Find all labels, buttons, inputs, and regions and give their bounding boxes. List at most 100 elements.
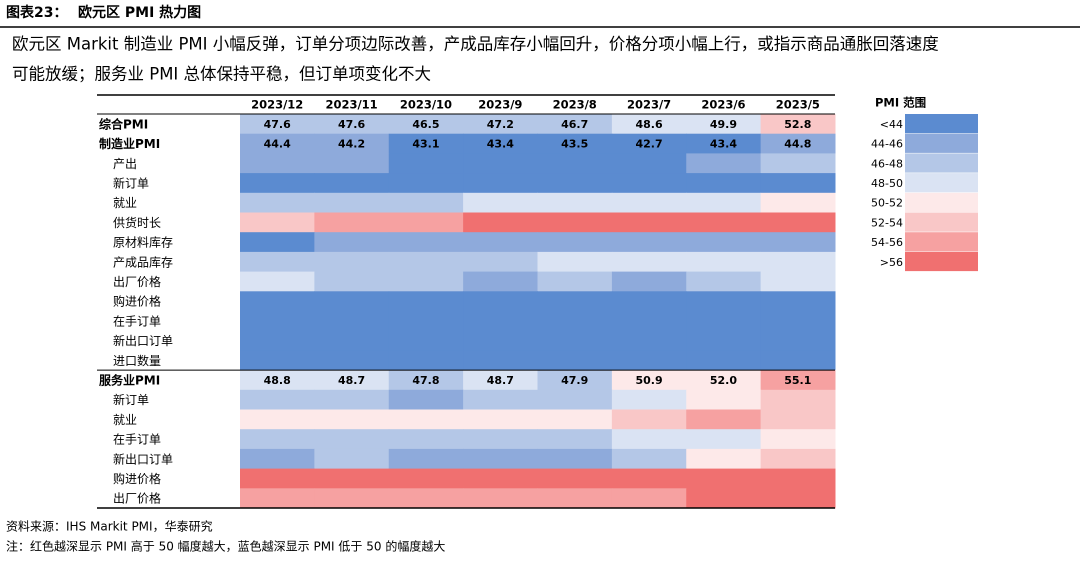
- heat-cell: [686, 133, 762, 154]
- heat-cell: [537, 271, 613, 292]
- cell-value: 47.6: [264, 118, 291, 131]
- heat-cell: [760, 488, 836, 509]
- heat-cell: [686, 389, 762, 410]
- source: 资料来源：IHS Markit PMI，华泰研究: [6, 519, 213, 534]
- heat-cell: [463, 232, 538, 253]
- heat-cell: [760, 389, 836, 410]
- heat-cell: [240, 271, 315, 292]
- heat-cell: [463, 409, 538, 430]
- heat-cell: [760, 232, 836, 253]
- heat-cell: [314, 488, 390, 509]
- heat-cell: [760, 370, 836, 391]
- heat-cell: [537, 409, 613, 430]
- cell-value: 49.9: [710, 118, 737, 131]
- heat-cell: [240, 251, 315, 273]
- heat-cell: [240, 330, 315, 351]
- column-header: 2023/11: [325, 98, 377, 112]
- legend-swatch: [905, 192, 978, 212]
- heat-cell: [240, 192, 315, 213]
- heat-cell: [388, 271, 464, 292]
- heat-cell: [686, 330, 762, 351]
- cell-value: 44.8: [784, 138, 811, 151]
- row-label: 在手订单: [113, 314, 161, 328]
- heat-cell: [611, 311, 687, 332]
- heat-cell: [537, 192, 613, 213]
- heat-cell: [611, 271, 687, 292]
- heat-cell: [240, 370, 315, 391]
- heat-cell: [240, 291, 315, 312]
- heat-cell: [537, 133, 613, 154]
- heat-cell: [760, 271, 836, 292]
- heat-cell: [611, 114, 687, 135]
- heat-cell: [611, 448, 687, 470]
- heat-cell: [537, 232, 613, 253]
- heat-cell: [314, 212, 390, 233]
- heat-cell: [240, 488, 315, 509]
- heat-cell: [314, 251, 390, 273]
- heat-cell: [388, 468, 464, 489]
- heat-cell: [463, 448, 538, 470]
- legend-swatch: [905, 153, 978, 173]
- cell-value: 48.7: [487, 374, 514, 387]
- heat-cell: [611, 153, 687, 174]
- heat-cell: [388, 133, 464, 154]
- heat-cell: [314, 232, 390, 253]
- heat-cell: [537, 153, 613, 174]
- heat-cell: [611, 291, 687, 312]
- heat-cell: [537, 330, 613, 351]
- legend-label: 54-56: [871, 236, 903, 249]
- row-label: 原材料库存: [113, 235, 173, 250]
- heat-cell: [314, 429, 390, 450]
- heat-cell: [314, 271, 390, 292]
- heat-cell: [537, 311, 613, 332]
- legend-label: 52-54: [871, 216, 903, 229]
- column-header: 2023/8: [553, 98, 597, 112]
- heat-cell: [611, 409, 687, 430]
- heat-cell: [760, 311, 836, 332]
- legend-label: 50-52: [871, 197, 903, 210]
- heat-cell: [537, 468, 613, 489]
- heat-cell: [537, 291, 613, 312]
- heat-cell: [760, 133, 836, 154]
- heat-cell: [760, 114, 836, 135]
- heat-cell: [314, 173, 390, 194]
- heat-cell: [463, 429, 538, 450]
- row-label: 供货时长: [113, 215, 161, 230]
- heat-cell: [463, 133, 538, 154]
- heat-cell: [537, 350, 613, 371]
- heat-cell: [314, 291, 390, 312]
- heat-cell: [611, 173, 687, 194]
- legend-label: >56: [880, 256, 903, 269]
- heat-cell: [388, 192, 464, 213]
- heat-cell: [463, 350, 538, 371]
- heat-cell: [537, 488, 613, 509]
- cell-value: 48.8: [264, 374, 291, 387]
- heat-cell: [686, 311, 762, 332]
- heat-cell: [760, 291, 836, 312]
- cell-value: 44.2: [338, 138, 365, 151]
- heat-cell: [611, 488, 687, 509]
- heat-cell: [388, 389, 464, 410]
- column-header: 2023/10: [400, 98, 452, 112]
- heat-cell: [240, 468, 315, 489]
- row-label: 新出口订单: [113, 333, 173, 348]
- heat-cell: [760, 173, 836, 194]
- subtitle: 欧元区 Markit 制造业 PMI 小幅反弹，订单分项边际改善，产成品库存小幅…: [12, 35, 939, 54]
- heat-cell: [388, 311, 464, 332]
- heat-cell: [611, 429, 687, 450]
- cell-value: 48.7: [338, 374, 365, 387]
- heat-cell: [463, 291, 538, 312]
- cell-value: 46.7: [561, 118, 588, 131]
- heat-cell: [314, 153, 390, 174]
- heat-cell: [463, 468, 538, 489]
- column-header: 2023/7: [627, 98, 671, 112]
- cell-value: 42.7: [635, 138, 662, 151]
- heat-cell: [314, 192, 390, 213]
- heat-cell: [760, 330, 836, 351]
- legend-swatch: [905, 232, 978, 252]
- heat-cell: [240, 133, 315, 154]
- row-label: 就业: [113, 196, 137, 210]
- heat-cell: [240, 311, 315, 332]
- heat-cell: [388, 153, 464, 174]
- heat-cell: [240, 429, 315, 450]
